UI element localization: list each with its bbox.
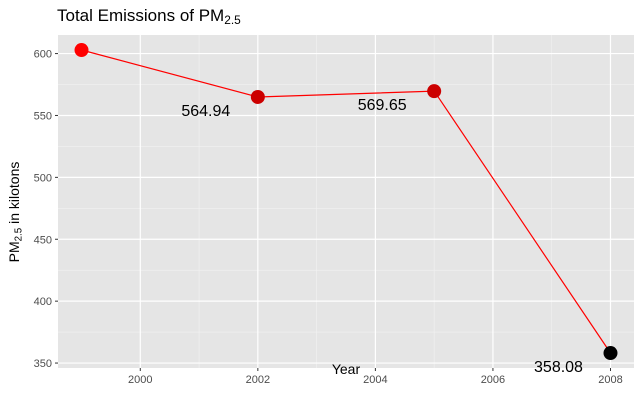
data-labels: 564.94 569.65 358.08 bbox=[181, 97, 583, 376]
axis-ticks: 2000 2002 2004 2006 2008 350 400 450 500 550 600 bbox=[34, 49, 623, 386]
data-label: 569.65 bbox=[358, 97, 407, 114]
series-line bbox=[81, 49, 611, 354]
plot-panel bbox=[58, 35, 634, 368]
y-tick-label: 350 bbox=[34, 358, 52, 370]
data-point bbox=[74, 43, 89, 58]
chart-title: Total Emissions of PM2.5 bbox=[57, 6, 241, 27]
series-group bbox=[74, 43, 618, 361]
data-point bbox=[427, 84, 442, 99]
data-label: 358.08 bbox=[534, 359, 583, 376]
y-tick-label: 600 bbox=[34, 49, 52, 61]
data-label: 564.94 bbox=[181, 103, 230, 120]
major-gridlines bbox=[58, 35, 634, 368]
x-tick-label: 2008 bbox=[598, 374, 622, 386]
y-tick-label: 500 bbox=[34, 172, 52, 184]
minor-gridlines bbox=[58, 35, 634, 368]
y-tick-label: 400 bbox=[34, 296, 52, 308]
x-tick-label: 2000 bbox=[128, 374, 152, 386]
y-tick-label: 450 bbox=[34, 234, 52, 246]
x-tick-label: 2004 bbox=[363, 374, 387, 386]
x-axis-title: Year bbox=[332, 361, 361, 377]
x-tick-label: 2002 bbox=[246, 374, 270, 386]
data-point bbox=[250, 89, 265, 104]
data-point bbox=[603, 346, 618, 361]
x-tick-label: 2006 bbox=[481, 374, 505, 386]
y-tick-label: 550 bbox=[34, 110, 52, 122]
